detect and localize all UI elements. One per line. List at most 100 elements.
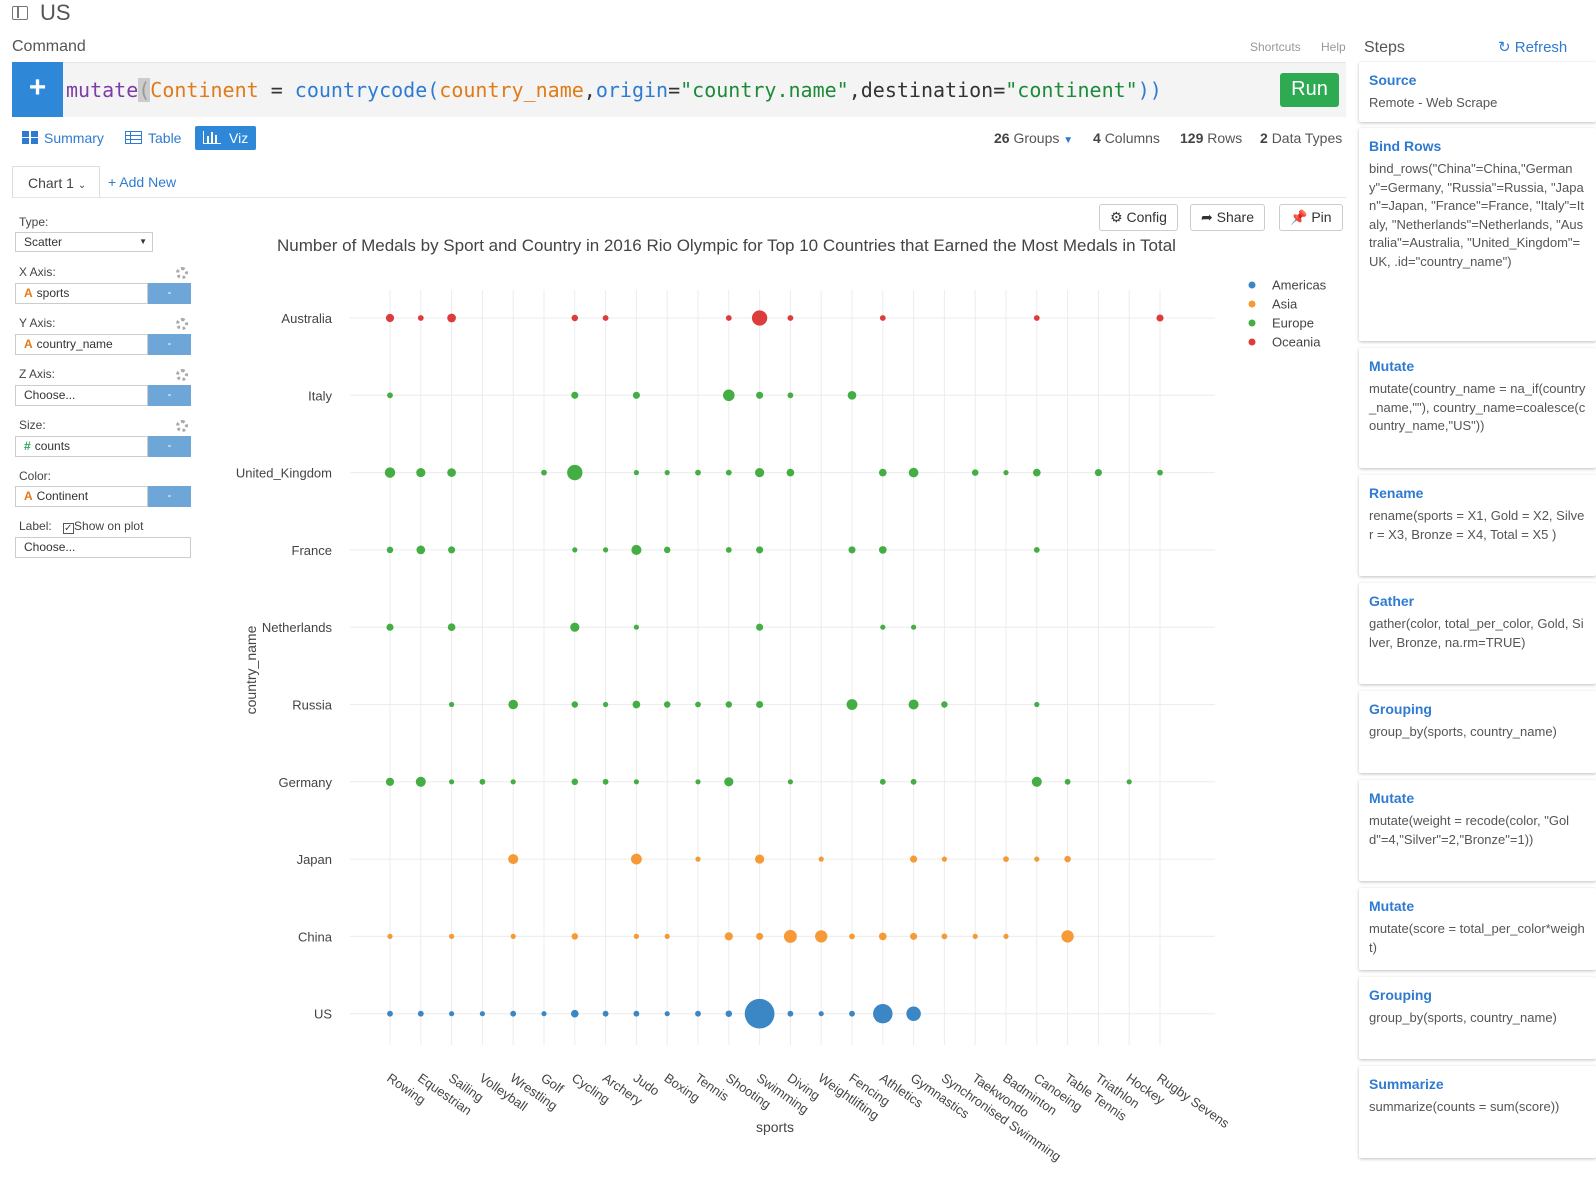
data-point[interactable] (510, 1010, 517, 1017)
data-point[interactable] (447, 468, 456, 477)
data-point[interactable] (723, 389, 735, 402)
step-card[interactable]: Summarize summarize(counts = sum(score)) (1359, 1066, 1596, 1158)
data-point[interactable] (479, 1011, 485, 1017)
data-point[interactable] (417, 1010, 424, 1017)
data-point[interactable] (878, 468, 887, 477)
data-point[interactable] (384, 467, 396, 478)
data-point[interactable] (633, 1010, 640, 1017)
data-point[interactable] (848, 546, 856, 554)
step-title[interactable]: Summarize (1369, 1076, 1444, 1092)
data-point[interactable] (449, 779, 455, 785)
groups-dropdown[interactable]: 26 Groups ▼ (994, 130, 1073, 146)
data-point[interactable] (756, 623, 764, 631)
data-point[interactable] (849, 933, 855, 940)
data-point[interactable] (1032, 468, 1041, 477)
data-point[interactable] (783, 929, 797, 943)
data-point[interactable] (906, 1006, 921, 1021)
data-point[interactable] (756, 391, 764, 399)
sidebar-toggle-icon[interactable] (12, 6, 28, 20)
data-point[interactable] (725, 315, 732, 321)
tab-summary[interactable]: Summary (22, 126, 104, 150)
data-point[interactable] (632, 391, 640, 399)
data-point[interactable] (1003, 856, 1009, 862)
data-point[interactable] (910, 855, 918, 863)
data-point[interactable] (941, 933, 948, 940)
data-point[interactable] (1033, 315, 1040, 321)
data-point[interactable] (971, 469, 979, 476)
data-point[interactable] (571, 933, 579, 940)
data-point[interactable] (725, 547, 732, 553)
data-point[interactable] (787, 779, 794, 785)
step-title[interactable]: Bind Rows (1369, 138, 1442, 154)
data-point[interactable] (508, 699, 519, 710)
data-point[interactable] (911, 624, 917, 630)
data-point[interactable] (417, 315, 424, 321)
data-point[interactable] (663, 546, 671, 554)
data-point[interactable] (449, 1011, 455, 1017)
data-point[interactable] (725, 701, 733, 708)
command-input[interactable] (12, 62, 1346, 117)
data-point[interactable] (846, 699, 858, 710)
step-title[interactable]: Rename (1369, 485, 1424, 501)
data-point[interactable] (787, 315, 794, 321)
shortcuts-link[interactable]: Shortcuts (1250, 40, 1301, 54)
gear-icon[interactable] (176, 318, 188, 330)
data-point[interactable] (387, 392, 393, 399)
step-card[interactable]: Mutate mutate(country_name = na_if(countr… (1359, 348, 1596, 468)
chart-type-select[interactable]: Scatter ▼ (15, 232, 153, 252)
data-point[interactable] (818, 856, 824, 862)
step-title[interactable]: Source (1369, 72, 1417, 88)
data-point[interactable] (1033, 547, 1040, 553)
data-point[interactable] (631, 544, 642, 555)
data-point[interactable] (386, 546, 394, 554)
step-title[interactable]: Mutate (1369, 358, 1415, 374)
x-axis-remove-button[interactable]: - (148, 283, 191, 304)
data-point[interactable] (664, 933, 670, 940)
data-point[interactable] (570, 1009, 579, 1018)
data-point[interactable] (603, 701, 609, 708)
data-point[interactable] (695, 701, 701, 708)
step-title[interactable]: Mutate (1369, 790, 1415, 806)
show-on-plot-checkbox[interactable]: ✓ (63, 523, 75, 534)
help-link[interactable]: Help (1321, 40, 1346, 54)
data-point[interactable] (941, 701, 948, 708)
data-point[interactable] (786, 468, 795, 477)
chart-tab-current[interactable]: Chart 1 ⌄ (12, 166, 100, 198)
data-point[interactable] (1003, 470, 1009, 476)
data-point[interactable] (449, 933, 455, 940)
data-point[interactable] (633, 933, 640, 940)
data-point[interactable] (879, 315, 886, 321)
data-point[interactable] (1064, 855, 1071, 863)
size-field[interactable]: # counts (15, 436, 148, 457)
data-point[interactable] (818, 1011, 824, 1017)
command-code[interactable]: mutate(Continent = countrycode(country_n… (66, 78, 1162, 102)
tab-viz[interactable]: Viz (195, 126, 257, 150)
data-point[interactable] (880, 624, 886, 630)
data-point[interactable] (878, 546, 887, 554)
step-card[interactable]: Source Remote - Web Scrape (1359, 62, 1596, 122)
size-remove-button[interactable]: - (148, 436, 191, 457)
data-point[interactable] (632, 700, 641, 709)
data-point[interactable] (385, 777, 395, 786)
data-point[interactable] (510, 933, 516, 940)
data-point[interactable] (725, 469, 732, 476)
data-point[interactable] (1031, 776, 1042, 787)
data-point[interactable] (508, 854, 519, 865)
data-point[interactable] (448, 546, 456, 554)
data-point[interactable] (1126, 779, 1132, 785)
data-point[interactable] (695, 856, 701, 862)
data-point[interactable] (908, 699, 919, 710)
data-point[interactable] (751, 310, 768, 326)
data-point[interactable] (1034, 856, 1040, 862)
step-title[interactable]: Grouping (1369, 701, 1432, 717)
data-point[interactable] (1094, 469, 1102, 477)
data-point[interactable] (571, 701, 579, 708)
data-point[interactable] (416, 468, 426, 478)
color-field[interactable]: A Continent (15, 486, 148, 507)
data-point[interactable] (695, 779, 701, 785)
data-point[interactable] (510, 779, 516, 785)
z-axis-remove-button[interactable]: - (148, 385, 191, 406)
data-point[interactable] (570, 622, 580, 632)
z-axis-field[interactable]: Choose... (15, 385, 148, 406)
